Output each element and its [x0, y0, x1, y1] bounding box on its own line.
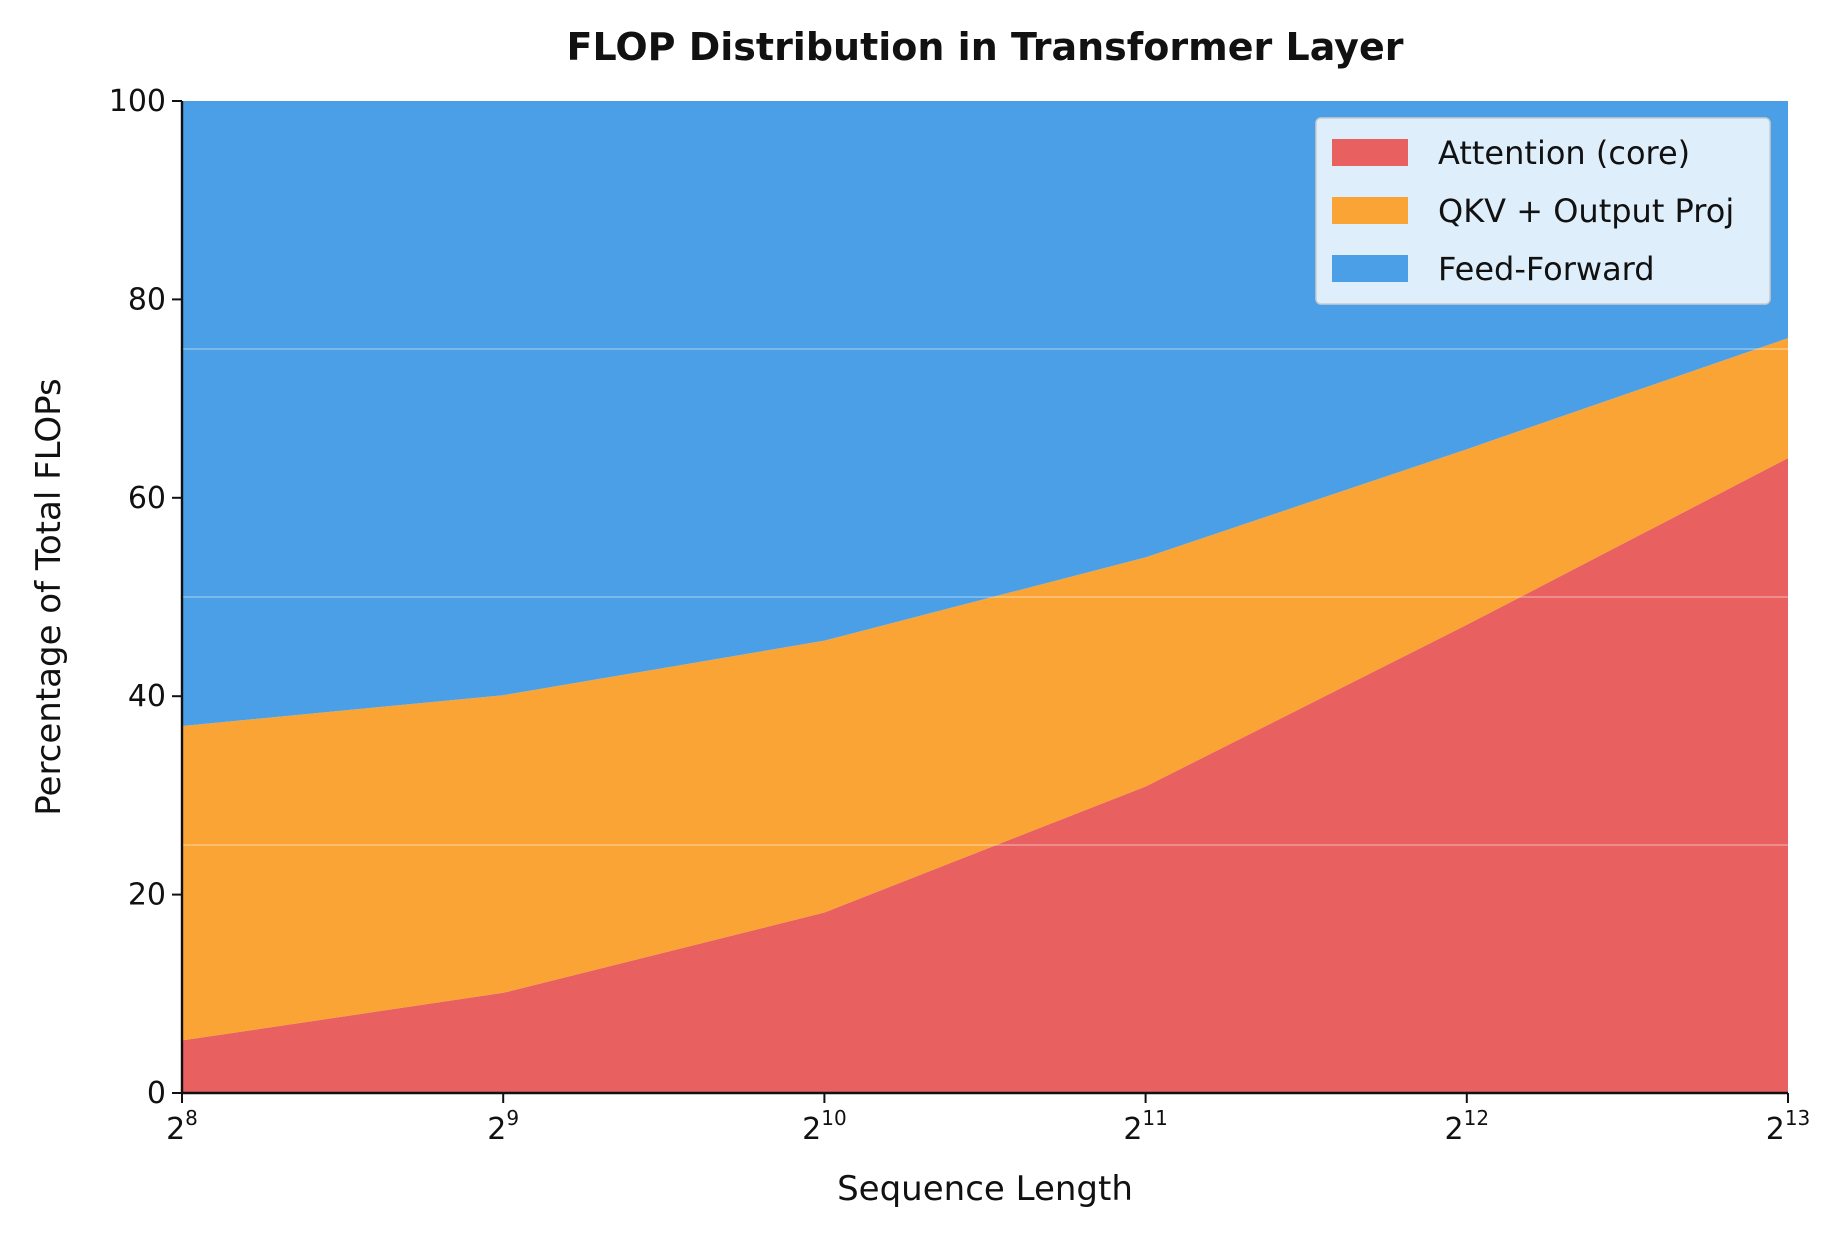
area-attention-core [182, 458, 1788, 1093]
x-tick-exponent: 13 [1785, 1106, 1810, 1130]
x-tick-base: 2 [1766, 1112, 1785, 1147]
area-qkv-output-proj [182, 338, 1788, 1041]
legend-label: Feed-Forward [1438, 250, 1655, 288]
x-tick-exponent: 11 [1142, 1106, 1167, 1130]
y-axis-label: Percentage of Total FLOPs [29, 378, 69, 816]
x-tick-label: 210 [802, 1106, 847, 1147]
x-tick-exponent: 12 [1464, 1106, 1489, 1130]
x-tick-label: 212 [1445, 1106, 1490, 1147]
y-tick-label: 0 [147, 1076, 166, 1111]
gridlines [182, 348, 1788, 846]
legend-label: Attention (core) [1438, 134, 1690, 172]
x-tick-base: 2 [487, 1112, 506, 1147]
y-tick-label: 60 [128, 481, 166, 516]
y-tick-label: 40 [128, 679, 166, 714]
x-tick-label: 213 [1766, 1106, 1811, 1147]
x-tick-base: 2 [1445, 1112, 1464, 1147]
x-tick-exponent: 8 [185, 1106, 198, 1130]
legend-swatch [1332, 255, 1408, 282]
x-tick-base: 2 [1123, 1112, 1142, 1147]
axes [180, 101, 1788, 1095]
legend-swatch [1332, 139, 1408, 166]
legend-label: QKV + Output Proj [1438, 192, 1734, 230]
x-axis-label: Sequence Length [837, 1169, 1133, 1209]
legend-swatch [1332, 197, 1408, 224]
y-tick-label: 100 [109, 84, 166, 119]
y-tick-label: 80 [128, 282, 166, 317]
x-tick-label: 29 [487, 1106, 519, 1147]
x-tick-exponent: 10 [821, 1106, 846, 1130]
x-tick-base: 2 [802, 1112, 821, 1147]
x-tick-exponent: 9 [506, 1106, 519, 1130]
x-tick-label: 28 [166, 1106, 198, 1147]
x-tick-label: 211 [1123, 1106, 1168, 1147]
y-tick-label: 20 [128, 878, 166, 913]
legend: Attention (core) QKV + Output Proj Feed-Fo… [1315, 117, 1771, 305]
x-tick-base: 2 [166, 1112, 185, 1147]
legend-box [1315, 117, 1771, 305]
chart-title: FLOP Distribution in Transformer Layer [567, 25, 1404, 69]
